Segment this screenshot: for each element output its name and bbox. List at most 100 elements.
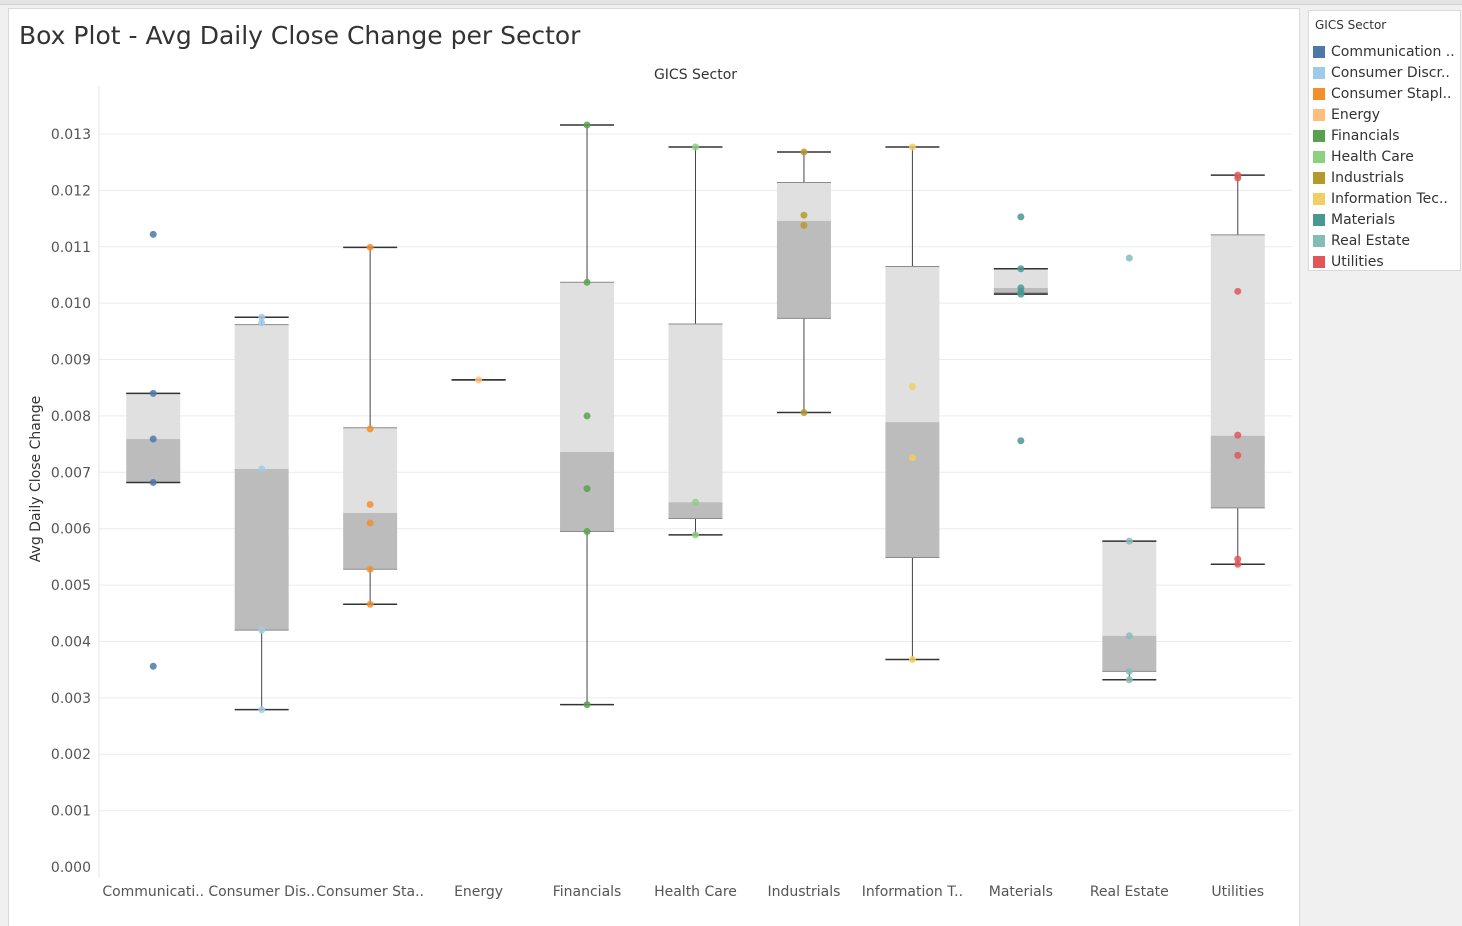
- y-tick-label: 0.012: [51, 183, 91, 199]
- legend-swatch: [1313, 234, 1325, 247]
- data-point: [366, 600, 374, 608]
- legend-swatch: [1313, 171, 1325, 184]
- y-tick-label: 0.000: [51, 860, 91, 876]
- legend-label: Real Estate: [1331, 232, 1410, 249]
- data-point: [1017, 213, 1025, 221]
- legend-label: Energy: [1331, 106, 1381, 123]
- x-category-label: Communicati..: [102, 884, 204, 900]
- box-lower: [885, 422, 940, 558]
- data-point: [1234, 287, 1242, 295]
- box-group: [343, 246, 398, 605]
- data-point: [1125, 632, 1133, 640]
- data-point: [1017, 290, 1025, 298]
- box-lower: [668, 502, 723, 519]
- data-point: [800, 221, 808, 229]
- data-point: [583, 528, 591, 536]
- data-point: [258, 706, 266, 714]
- data-point: [149, 435, 157, 443]
- data-point: [692, 531, 699, 539]
- box-upper: [343, 427, 398, 513]
- data-point: [1017, 265, 1025, 273]
- box-upper: [993, 268, 1048, 288]
- legend-label: Industrials: [1331, 169, 1404, 186]
- legend-label: Financials: [1331, 127, 1400, 144]
- data-point: [1125, 537, 1133, 545]
- data-point: [800, 409, 808, 417]
- legend-item[interactable]: Health Care: [1313, 146, 1459, 167]
- data-point: [583, 701, 591, 709]
- data-point: [366, 425, 374, 433]
- y-tick-label: 0.009: [51, 353, 91, 369]
- data-point: [583, 278, 591, 286]
- box-upper: [1102, 541, 1157, 636]
- box-group: [668, 146, 723, 536]
- legend-swatch: [1313, 129, 1325, 142]
- legend-swatch: [1313, 213, 1325, 226]
- data-point: [366, 565, 374, 573]
- legend-item[interactable]: Utilities: [1313, 251, 1459, 272]
- y-tick-label: 0.001: [51, 804, 91, 820]
- box-group: [126, 392, 181, 484]
- legend-item[interactable]: Industrials: [1313, 167, 1459, 188]
- column-header: GICS Sector: [654, 67, 737, 83]
- box-upper: [126, 393, 181, 440]
- legend-item[interactable]: Communication ..: [1313, 41, 1459, 62]
- y-tick-label: 0.005: [51, 578, 91, 594]
- x-category-label: Health Care: [654, 884, 737, 900]
- legend-label: Materials: [1331, 211, 1396, 228]
- chart-title: Box Plot - Avg Daily Close Change per Se…: [19, 21, 581, 50]
- y-tick-label: 0.002: [51, 747, 91, 763]
- box-lower: [776, 220, 831, 319]
- data-point: [583, 121, 591, 129]
- legend-swatch: [1313, 66, 1325, 79]
- data-point: [1125, 676, 1133, 684]
- box-upper: [668, 324, 723, 503]
- data-point: [1234, 451, 1242, 459]
- legend-item[interactable]: Real Estate: [1313, 230, 1459, 251]
- legend-item[interactable]: Information Tec..: [1313, 188, 1459, 209]
- legend-item[interactable]: Consumer Discr..: [1313, 62, 1459, 83]
- box-upper: [560, 282, 615, 453]
- legend-label: Information Tec..: [1331, 190, 1448, 207]
- legend-item[interactable]: Financials: [1313, 125, 1459, 146]
- y-tick-label: 0.006: [51, 522, 91, 538]
- data-point: [258, 319, 266, 327]
- box-group: [776, 151, 831, 414]
- legend-swatch: [1313, 192, 1325, 205]
- data-point: [908, 454, 916, 462]
- data-point: [149, 389, 157, 397]
- chart-panel: Box Plot - Avg Daily Close Change per Se…: [8, 8, 1300, 926]
- data-point: [692, 498, 699, 506]
- y-tick-label: 0.013: [51, 127, 91, 143]
- data-point: [908, 383, 916, 391]
- data-point: [1234, 174, 1242, 182]
- legend-label: Health Care: [1331, 148, 1414, 165]
- data-point: [1234, 431, 1242, 439]
- x-category-label: Consumer Sta..: [316, 884, 424, 900]
- y-tick-label: 0.004: [51, 634, 91, 650]
- data-point: [1125, 254, 1133, 262]
- data-point: [149, 478, 157, 486]
- box-lower: [1210, 435, 1265, 508]
- data-point: [1125, 667, 1133, 675]
- y-tick-label: 0.011: [51, 240, 91, 256]
- legend-label: Consumer Stapl..: [1331, 85, 1452, 102]
- y-tick-label: 0.007: [51, 465, 91, 481]
- legend-item[interactable]: Consumer Stapl..: [1313, 83, 1459, 104]
- data-point: [583, 412, 591, 420]
- data-point: [692, 143, 699, 151]
- legend-swatch: [1313, 150, 1325, 163]
- legend-swatch: [1313, 255, 1325, 268]
- y-tick-label: 0.008: [51, 409, 91, 425]
- legend-item[interactable]: Materials: [1313, 209, 1459, 230]
- legend-title: GICS Sector: [1315, 18, 1387, 32]
- data-point: [258, 626, 266, 634]
- box-group: [885, 146, 940, 661]
- data-point: [149, 230, 157, 238]
- x-category-label: Energy: [454, 884, 503, 900]
- x-category-label: Financials: [553, 884, 622, 900]
- legend-item[interactable]: Energy: [1313, 104, 1459, 125]
- data-point: [1234, 560, 1242, 568]
- data-point: [366, 500, 374, 508]
- legend-label: Consumer Discr..: [1331, 64, 1450, 81]
